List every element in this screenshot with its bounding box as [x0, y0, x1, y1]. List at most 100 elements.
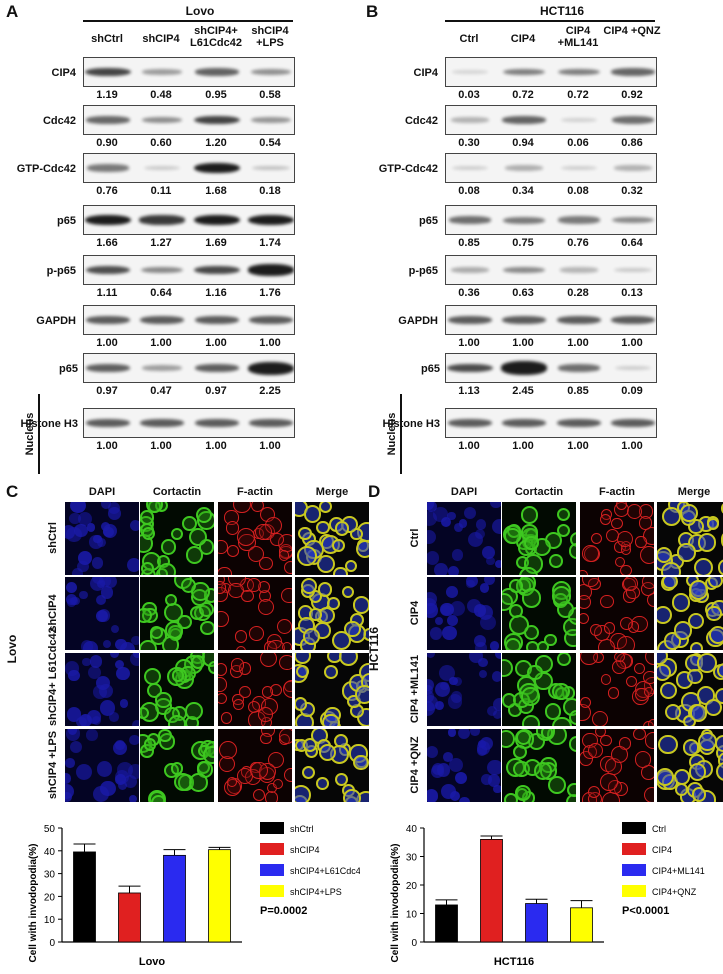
micro-d-cell: [600, 594, 614, 609]
chart-c-legend-swatch: [260, 864, 284, 876]
blot-b-blot-strip: [445, 153, 657, 183]
micro-d-cell: [440, 602, 454, 617]
micro-d-tile: [427, 729, 501, 802]
micro-d-cell: [673, 621, 693, 640]
micro-c-cell: [278, 729, 292, 745]
micro-c-cell: [261, 686, 274, 698]
chart-c-y-tick-label: 10: [44, 915, 56, 926]
micro-d-cell: [569, 710, 576, 726]
blot-a-band: [142, 365, 182, 371]
blot-b-band: [612, 216, 654, 224]
blot-a-value: 1.27: [150, 237, 172, 249]
micro-c-cell: [129, 653, 139, 667]
micro-d-cell: [580, 696, 591, 709]
micro-c-cell: [150, 625, 164, 639]
blot-a-value: 0.11: [150, 185, 172, 197]
blot-a-nucleus-label: Nucleus: [24, 412, 36, 456]
blot-a-row-label: CIP4: [51, 67, 76, 79]
micro-c-cell: [75, 764, 92, 781]
blot-a-row-label: Histone H3: [20, 418, 78, 430]
micro-c-cell: [80, 639, 94, 650]
blot-a-value: 0.95: [205, 89, 227, 101]
chart-c-bar: [118, 892, 141, 943]
micro-d-cell: [680, 503, 699, 522]
micro-d-cell: [458, 519, 468, 528]
micro-c-cell: [108, 507, 121, 520]
blot-b-value: 0.36: [458, 287, 480, 299]
micro-d-cell: [483, 577, 495, 585]
micro-c-tile: [65, 502, 139, 575]
micro-c-cell: [155, 692, 172, 709]
blot-a-band: [86, 164, 130, 172]
micro-c-tile: [140, 502, 214, 575]
micro-c-cell: [341, 585, 355, 599]
blot-a-band: [86, 419, 130, 427]
micro-c-cell: [78, 714, 92, 726]
blot-b-band: [560, 165, 598, 171]
micro-c-tile: [140, 729, 214, 802]
blot-a-band: [249, 316, 293, 324]
blot-a-value: 0.97: [205, 385, 227, 397]
micro-d-cell: [427, 529, 437, 545]
micro-d-cell: [611, 518, 623, 530]
micro-d-cell: [427, 653, 436, 658]
micro-d-cell: [464, 506, 476, 519]
micro-d-cell: [521, 715, 541, 726]
blot-b-blot-strip: [445, 305, 657, 335]
micro-d-cell: [640, 545, 654, 564]
micro-d-cell: [605, 529, 619, 543]
blot-b-band: [557, 419, 601, 427]
blot-a-band: [86, 364, 130, 372]
micro-d-cell: [515, 784, 532, 801]
micro-c-cell: [282, 642, 292, 650]
micro-d-cell: [715, 761, 723, 781]
blot-a-blot-strip: [83, 153, 295, 183]
micro-d-cell: [582, 577, 599, 588]
micro-d-cell: [540, 729, 554, 739]
blot-b-blot-strip: [445, 57, 657, 87]
micro-d-cell: [486, 556, 495, 566]
micro-d-cell: [508, 614, 529, 635]
blot-b-value: 0.34: [512, 185, 534, 197]
micro-c-cell: [249, 626, 264, 641]
micro-c-cell: [295, 696, 308, 711]
blot-b-band: [450, 117, 490, 123]
blot-b-value: 1.00: [621, 337, 643, 349]
micro-c-cell: [316, 520, 330, 535]
micro-d-cell: [436, 763, 451, 777]
micro-d-column-title: Merge: [677, 486, 711, 498]
blot-b-value: 0.63: [512, 287, 534, 299]
micro-c-cell: [198, 601, 214, 617]
micro-c-cell: [65, 525, 76, 539]
micro-c-cell: [77, 512, 92, 527]
micro-d-cell: [492, 518, 501, 534]
micro-c-cell: [128, 794, 138, 802]
micro-c-cell: [207, 661, 214, 675]
micro-d-cell: [427, 678, 434, 691]
micro-d-cell: [634, 751, 652, 768]
blot-b-band: [558, 68, 600, 76]
chart-c-legend-label: shCIP4: [290, 845, 320, 855]
blot-a-row-label: p-p65: [46, 265, 76, 277]
micro-c-cell: [160, 538, 177, 555]
micro-d-cell: [468, 531, 484, 547]
micro-c-cell: [185, 702, 204, 721]
blot-a-lane-label: shCIP4+ L61Cdc42: [190, 25, 242, 49]
micro-d-cell: [708, 626, 723, 645]
chart-d-bar: [435, 904, 458, 943]
blot-a-value: 1.19: [96, 89, 118, 101]
micro-c-cell: [218, 611, 229, 627]
micro-d-cell: [556, 523, 571, 538]
micro-d-cell: [473, 603, 487, 617]
blot-a-band: [143, 165, 181, 171]
micro-c-cell: [335, 772, 349, 786]
micro-d-cell: [635, 536, 647, 548]
micro-d-cell: [675, 783, 689, 796]
blot-a-value: 1.00: [205, 337, 227, 349]
micro-d-cell: [441, 516, 452, 527]
micro-d-cell: [493, 784, 501, 794]
micro-c-cell: [297, 526, 312, 541]
blot-b-value: 1.00: [621, 440, 643, 452]
micro-d-cell: [718, 559, 723, 575]
micro-c-cell: [300, 577, 318, 595]
